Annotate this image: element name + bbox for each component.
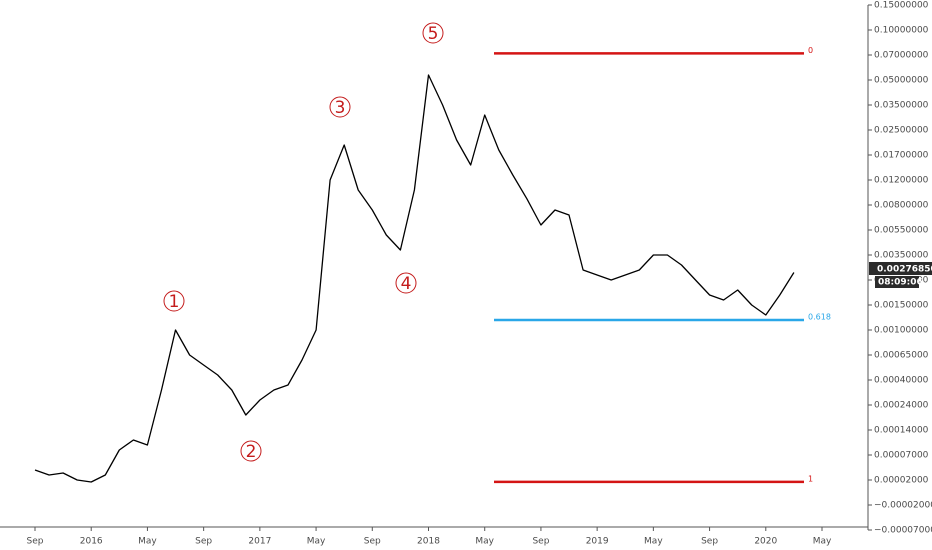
y-tick-label: 0.07000000 <box>874 51 929 61</box>
y-tick-label: 0.00100000 <box>874 326 929 336</box>
y-tick-label: 0.10000000 <box>874 26 929 36</box>
y-tick-label: 0.00024000 <box>874 401 929 411</box>
y-tick-label: −0.00002000 <box>874 501 932 511</box>
time-badge <box>875 276 919 288</box>
wave-circle <box>240 440 262 462</box>
wave-label: 5 <box>428 24 439 44</box>
y-tick-label: 0.03500000 <box>874 101 929 111</box>
price-label: 0.00276850 <box>877 265 932 275</box>
y-tick-label: 0.00014000 <box>874 426 929 436</box>
x-tick-label: 2016 <box>80 537 103 547</box>
x-tick-label: May <box>138 537 157 547</box>
x-tick-label: 2020 <box>754 537 777 547</box>
wave-circle <box>395 272 417 294</box>
x-tick-label: Sep <box>195 537 212 547</box>
y-tick-label: 0.00550000 <box>874 226 929 236</box>
y-tick-label: 0.01700000 <box>874 151 929 161</box>
y-tick-label: 0.00007000 <box>874 451 929 461</box>
y-tick-label: 0.00002000 <box>874 476 929 486</box>
fib-label: 1 <box>808 474 813 483</box>
wave-label: 2 <box>246 442 257 462</box>
wave-circle <box>163 290 185 312</box>
wave-circle <box>329 96 351 118</box>
x-tick-label: 2019 <box>586 537 609 547</box>
y-tick-label: 0.02500000 <box>874 126 929 136</box>
x-tick-label: May <box>307 537 326 547</box>
x-tick-label: Sep <box>701 537 718 547</box>
y-tick-label: 0.00065000 <box>874 351 929 361</box>
wave-circle <box>422 22 444 44</box>
x-tick-label: Sep <box>532 537 549 547</box>
y-tick-label: 0.00150000 <box>874 301 929 311</box>
y-tick-label: 0.00800000 <box>874 201 929 211</box>
wave-label: 4 <box>401 274 412 294</box>
x-tick-label: 2017 <box>248 537 271 547</box>
fib-label: 0.618 <box>808 313 831 322</box>
y-tick-label: 0.01200000 <box>874 176 929 186</box>
x-tick-label: May <box>813 537 832 547</box>
price-line <box>34 74 795 483</box>
y-tick-label: 0.00040000 <box>874 376 929 386</box>
wave-label: 1 <box>169 292 180 312</box>
x-tick-label: May <box>644 537 663 547</box>
y-tick-label: 0.05000000 <box>874 76 929 86</box>
x-tick-label: May <box>475 537 494 547</box>
y-tick-label: −0.00007000 <box>874 526 932 536</box>
x-tick-label: Sep <box>364 537 381 547</box>
fib-label: 0 <box>808 46 813 55</box>
x-tick-label: 2018 <box>417 537 440 547</box>
time-label: 08:09:06 <box>878 278 923 288</box>
wave-label: 3 <box>335 98 346 118</box>
price-badge <box>869 262 932 275</box>
x-tick-label: Sep <box>27 537 44 547</box>
y-tick-label: 0.00350000 <box>874 251 929 261</box>
y-tick-label: 0.15000000 <box>874 1 929 11</box>
